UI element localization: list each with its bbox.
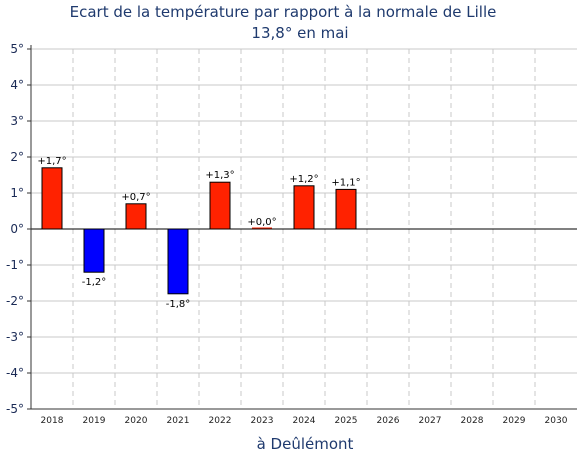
data-labels: +1,7° -1,2° +0,7° -1,8° +1,3° +0,0° +1,2° +1,1° [37, 156, 360, 310]
x-tick-label: 2030 [545, 416, 568, 426]
bar [209, 181, 231, 230]
data-label: +0,7° [121, 192, 150, 203]
y-tick-label: 2° [10, 150, 24, 164]
data-label: +1,3° [205, 170, 234, 181]
bar [83, 228, 105, 273]
x-tick-label: 2023 [251, 416, 274, 426]
y-tick-label: 5° [10, 42, 24, 56]
x-tick-label: 2021 [167, 416, 190, 426]
x-tick-label: 2029 [503, 416, 526, 426]
chart-subtitle: 13,8° en mai [251, 24, 348, 42]
bar [252, 227, 272, 229]
data-label: +1,2° [289, 174, 318, 185]
bar [167, 228, 189, 295]
y-tick-label: -1° [6, 258, 24, 272]
x-tick-label: 2024 [293, 416, 316, 426]
y-tick-label: -4° [6, 366, 24, 380]
data-label: +1,7° [37, 156, 66, 167]
data-label: +1,1° [331, 177, 360, 188]
x-tick-label: 2020 [125, 416, 148, 426]
bar [125, 203, 147, 230]
bars [41, 167, 357, 295]
bar [293, 185, 315, 230]
y-tick-label: 3° [10, 114, 24, 128]
x-tick-label: 2026 [377, 416, 400, 426]
y-tick-label: 0° [10, 222, 24, 236]
axes: -5° -4° -3° -2° -1° 0° 1° 2° 3° 4° 5° 2018 2019 2020 2… [6, 42, 577, 426]
x-tick-label: 2025 [335, 416, 358, 426]
bar [41, 167, 63, 230]
x-tick-label: 2027 [419, 416, 442, 426]
data-label: -1,8° [166, 299, 191, 310]
data-label: -1,2° [82, 277, 107, 288]
x-axis-label: à Deûlémont [257, 435, 354, 453]
x-tick-label: 2028 [461, 416, 484, 426]
bar [335, 188, 357, 230]
chart-title: Ecart de la température par rapport à la… [70, 3, 497, 21]
x-tick-label: 2018 [41, 416, 64, 426]
y-tick-label: 4° [10, 78, 24, 92]
y-tick-label: -2° [6, 294, 24, 308]
x-tick-label: 2022 [209, 416, 232, 426]
data-label: +0,0° [247, 217, 276, 228]
y-tick-label: 1° [10, 186, 24, 200]
y-tick-label: -5° [6, 402, 24, 416]
y-tick-label: -3° [6, 330, 24, 344]
x-tick-label: 2019 [83, 416, 106, 426]
